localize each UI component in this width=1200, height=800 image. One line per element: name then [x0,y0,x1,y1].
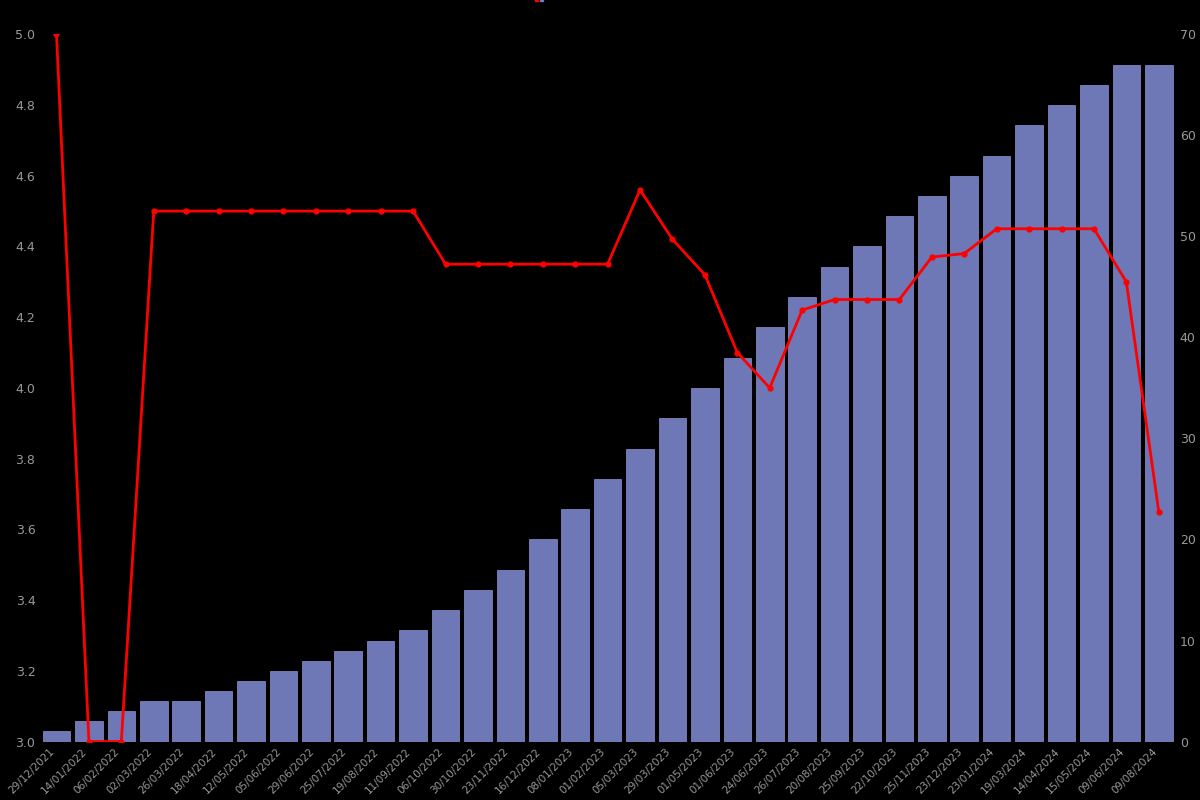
Bar [626,449,654,742]
Bar [173,701,200,742]
Bar [335,650,362,742]
Bar [400,630,427,742]
Bar [821,266,848,742]
Bar [76,722,103,742]
Bar [886,216,913,742]
Bar [238,681,265,742]
Bar [918,196,946,742]
Bar [108,711,136,742]
Bar [529,539,557,742]
Bar [724,358,751,742]
Bar [140,701,168,742]
Bar [756,327,784,742]
Bar [853,246,881,742]
Bar [497,570,524,742]
Bar [983,155,1010,742]
Bar [1145,65,1172,742]
Bar [1015,126,1043,742]
Bar [659,418,686,742]
Bar [1048,105,1075,742]
Bar [367,641,395,742]
Bar [464,590,492,742]
Bar [205,691,233,742]
Bar [1080,85,1108,742]
Bar [950,176,978,742]
Bar [691,388,719,742]
Bar [562,509,589,742]
Bar [302,661,330,742]
Bar [594,479,622,742]
Bar [43,731,71,742]
Bar [788,297,816,742]
Legend: , : , [535,0,544,1]
Bar [270,671,298,742]
Bar [432,610,460,742]
Bar [1112,65,1140,742]
